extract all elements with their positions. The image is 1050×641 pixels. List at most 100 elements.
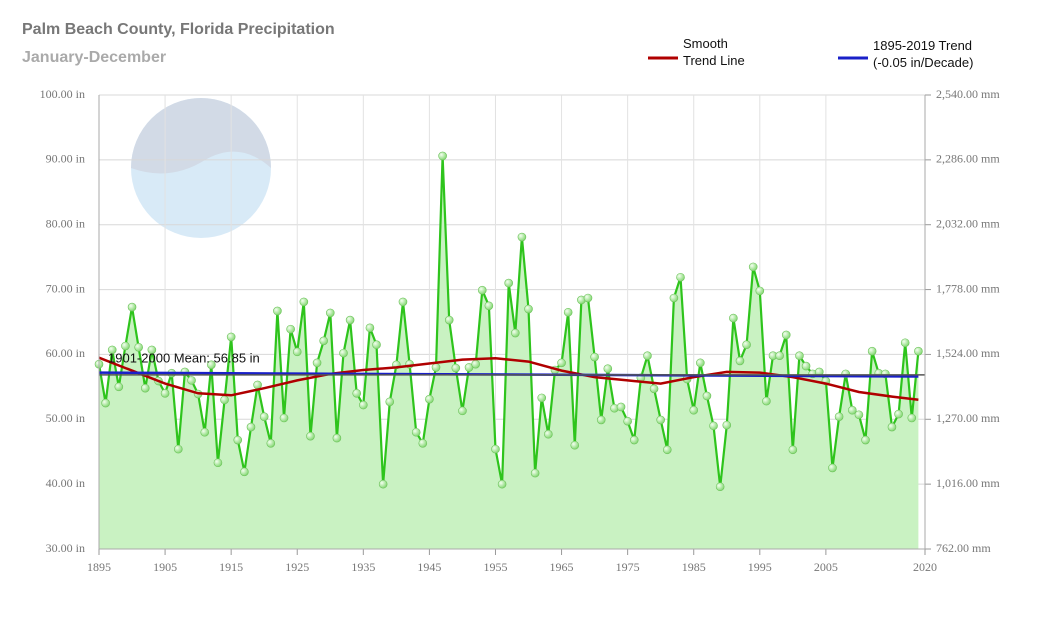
data-point bbox=[339, 348, 348, 358]
x-tick-label: 2020 bbox=[913, 560, 937, 574]
legend-label: Smooth Trend Line bbox=[683, 36, 745, 68]
y-tick-label: 50.00 in bbox=[46, 411, 85, 425]
data-point bbox=[200, 427, 210, 437]
data-point bbox=[372, 340, 381, 350]
data-point bbox=[233, 435, 243, 445]
y-tick-label: 30.00 in bbox=[46, 541, 85, 555]
data-point bbox=[570, 440, 580, 450]
data-point bbox=[894, 409, 903, 419]
data-point bbox=[616, 402, 626, 412]
chart-subtitle: January-December bbox=[22, 49, 166, 66]
data-point bbox=[590, 352, 599, 362]
data-point bbox=[484, 301, 494, 311]
data-point bbox=[114, 382, 124, 392]
data-point bbox=[656, 415, 665, 425]
y2-tick-label: 1,778.00 mm bbox=[936, 281, 1000, 295]
data-point bbox=[306, 431, 315, 441]
data-point bbox=[286, 324, 295, 334]
data-point bbox=[748, 262, 758, 272]
data-point bbox=[451, 363, 461, 373]
data-point bbox=[643, 351, 652, 361]
data-point bbox=[411, 427, 421, 437]
noaa-logo bbox=[131, 98, 271, 238]
data-point bbox=[134, 342, 143, 352]
data-point bbox=[781, 330, 791, 340]
data-point bbox=[795, 351, 804, 361]
data-point bbox=[834, 412, 844, 421]
data-point bbox=[438, 151, 447, 161]
y2-tick-label: 762.00 mm bbox=[936, 541, 991, 555]
data-point bbox=[425, 394, 434, 404]
data-point bbox=[378, 479, 388, 489]
data-point bbox=[187, 376, 196, 385]
data-point bbox=[491, 444, 500, 454]
data-point bbox=[537, 393, 547, 403]
data-point bbox=[900, 338, 910, 348]
y2-tick-label: 1,524.00 mm bbox=[936, 346, 1000, 360]
data-point bbox=[160, 389, 170, 398]
data-point bbox=[246, 422, 256, 432]
data-point bbox=[729, 313, 738, 323]
data-point bbox=[319, 336, 328, 346]
data-point bbox=[240, 467, 249, 477]
data-point bbox=[213, 458, 223, 468]
data-point bbox=[709, 421, 718, 431]
data-point bbox=[788, 445, 798, 455]
legend-label: 1895-2019 Trend (-0.05 in/Decade) bbox=[873, 38, 974, 70]
data-point bbox=[359, 400, 368, 410]
data-point bbox=[762, 396, 771, 406]
data-point bbox=[914, 346, 923, 356]
data-point bbox=[801, 361, 811, 371]
data-point bbox=[253, 380, 262, 390]
data-point bbox=[325, 308, 335, 318]
data-point bbox=[312, 358, 322, 368]
y2-tick-label: 1,270.00 mm bbox=[936, 411, 1000, 425]
area bbox=[99, 156, 919, 549]
x-tick-label: 1965 bbox=[550, 560, 574, 574]
data-point bbox=[511, 328, 520, 338]
data-point bbox=[715, 482, 725, 492]
data-point bbox=[603, 364, 613, 373]
data-point bbox=[629, 435, 639, 445]
data-point bbox=[696, 358, 705, 368]
chart-title: Palm Beach County, Florida Precipitation bbox=[22, 21, 335, 38]
x-tick-label: 1975 bbox=[616, 560, 640, 574]
data-point bbox=[279, 413, 289, 423]
data-point bbox=[292, 347, 302, 357]
data-point bbox=[702, 391, 712, 401]
data-point bbox=[848, 405, 857, 415]
data-point bbox=[676, 272, 685, 282]
x-tick-label: 1935 bbox=[351, 560, 375, 574]
x-tick-label: 1985 bbox=[682, 560, 706, 574]
data-point bbox=[418, 438, 428, 448]
y2-tick-label: 1,016.00 mm bbox=[936, 476, 1000, 490]
data-point bbox=[299, 297, 309, 307]
data-point bbox=[385, 397, 395, 407]
y-tick-label: 90.00 in bbox=[46, 152, 85, 166]
data-point bbox=[557, 358, 566, 368]
data-point bbox=[583, 293, 593, 303]
data-point bbox=[121, 341, 130, 351]
data-point bbox=[273, 306, 282, 316]
data-point bbox=[127, 302, 137, 312]
data-point bbox=[266, 438, 276, 448]
y-tick-label: 60.00 in bbox=[46, 346, 85, 360]
y-tick-label: 70.00 in bbox=[46, 281, 85, 295]
data-point bbox=[867, 346, 877, 356]
data-point bbox=[887, 422, 897, 432]
data-point bbox=[755, 286, 765, 296]
data-point bbox=[504, 278, 513, 288]
data-point bbox=[544, 429, 553, 439]
data-point bbox=[352, 389, 362, 398]
y2-tick-label: 2,286.00 mm bbox=[936, 152, 1000, 166]
data-point bbox=[458, 406, 467, 416]
data-point bbox=[147, 345, 157, 355]
x-tick-label: 2005 bbox=[814, 560, 838, 574]
data-point bbox=[140, 383, 150, 393]
x-tick-label: 1995 bbox=[748, 560, 772, 574]
legend-label-box: 1895-2019 Trend (-0.05 in/Decade) bbox=[873, 38, 974, 70]
data-point bbox=[173, 444, 183, 454]
data-point bbox=[444, 315, 454, 325]
data-point bbox=[220, 395, 229, 405]
